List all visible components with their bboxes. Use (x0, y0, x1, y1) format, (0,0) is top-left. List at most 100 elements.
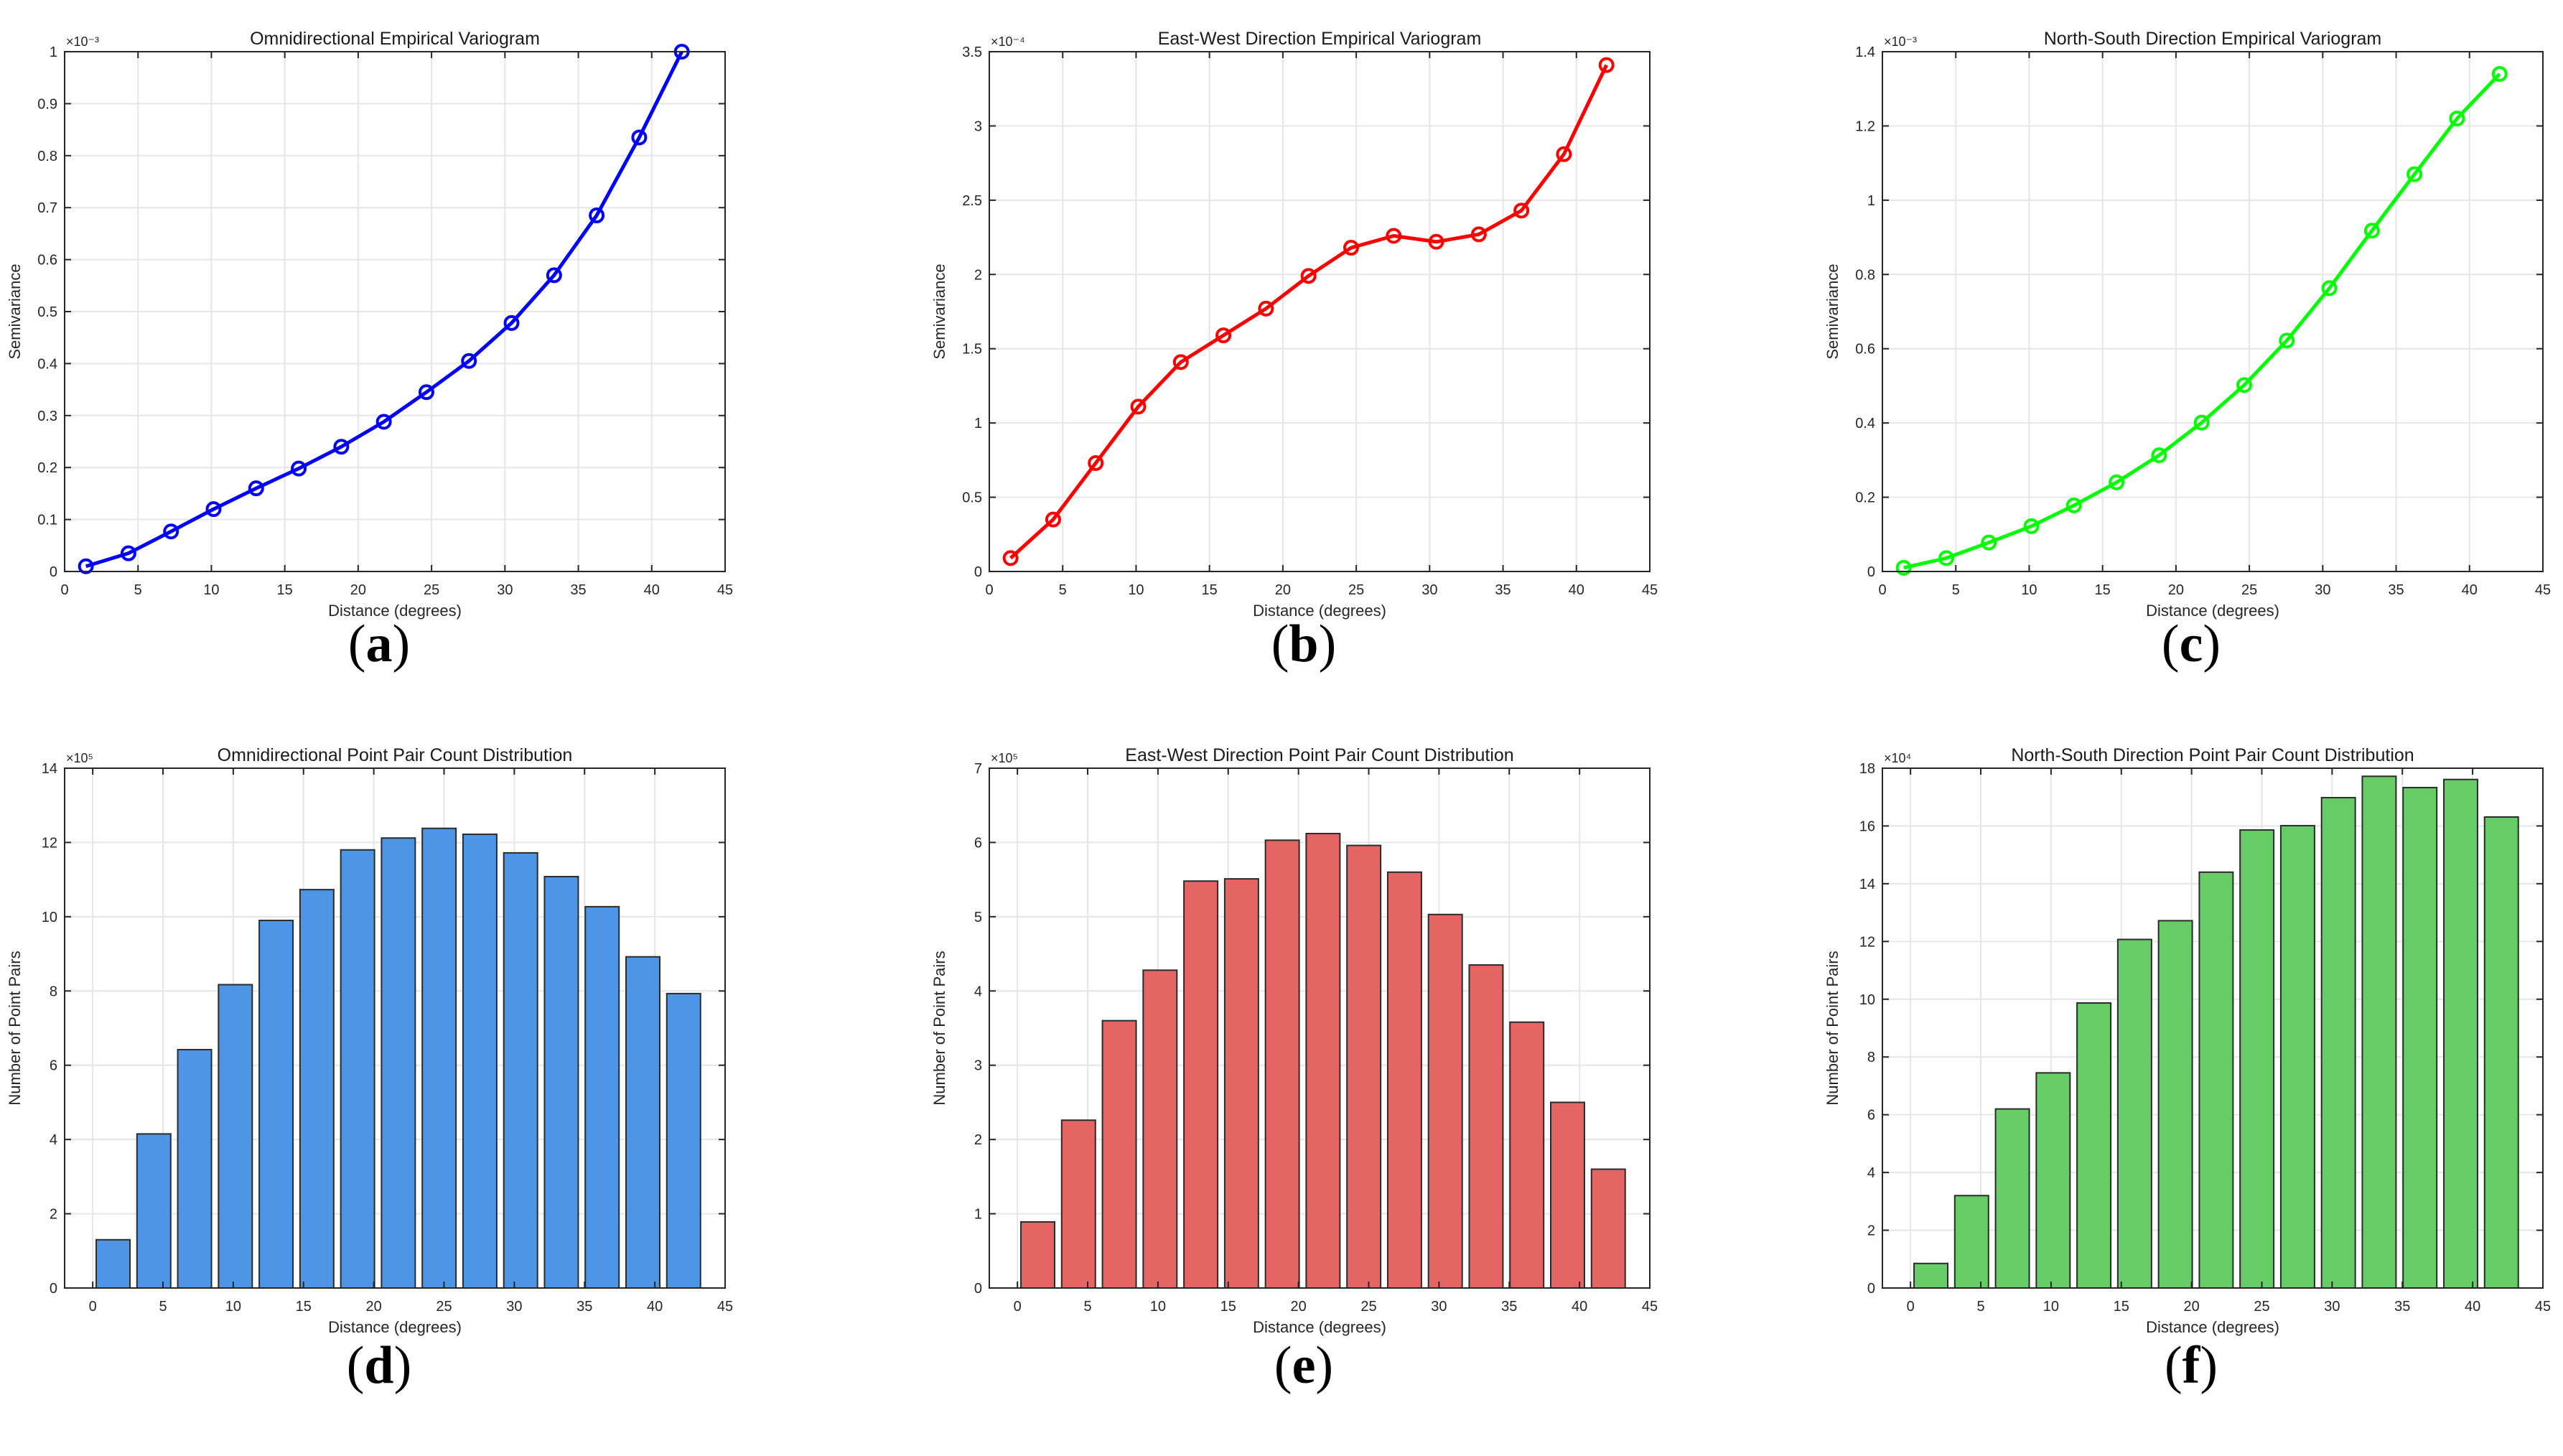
x-tick-label: 15 (1220, 1299, 1236, 1315)
y-tick-label: 5 (974, 910, 982, 925)
bar (1183, 880, 1219, 1289)
x-axis-label: Distance (degrees) (1253, 602, 1386, 620)
data-point (546, 267, 562, 284)
x-axis-label: Distance (degrees) (2146, 602, 2279, 620)
bar (543, 876, 579, 1289)
panel-label-a: (a) (307, 614, 451, 675)
panel-label-open-paren: ( (346, 1336, 365, 1395)
x-tick-label: 40 (2465, 1299, 2480, 1315)
x-tick-label: 10 (2021, 582, 2037, 598)
panel-label-close-paren: ) (1318, 615, 1337, 673)
y-tick-label: 2.5 (962, 193, 982, 209)
y-axis-label: Semivariance (6, 263, 24, 359)
data-point (1215, 327, 1232, 344)
x-axis-label: Distance (degrees) (1253, 1318, 1386, 1336)
x-tick-label: 15 (277, 582, 293, 598)
chart-title: East-West Direction Point Pair Count Dis… (1125, 745, 1513, 765)
panel-label-close-paren: ) (393, 1336, 412, 1395)
y-tick-label: 14 (42, 761, 57, 777)
y-tick-label: 3.5 (962, 45, 982, 60)
x-tick-label: 20 (366, 1299, 382, 1315)
chart-title: Omnidirectional Empirical Variogram (250, 29, 540, 49)
plot-area (1882, 52, 2543, 571)
x-tick-label: 25 (424, 582, 439, 598)
chart-panel-a: 0 5 10 15 20 25 30 35 40 45 0 0.1 0.2 0.3 0.4 0.5 0.6 0.7… (6, 29, 733, 620)
y-axis-label: Number of Point Pairs (6, 951, 24, 1105)
y-tick-label: 2 (974, 1132, 982, 1148)
bar (381, 837, 416, 1289)
x-tick-label: 10 (225, 1299, 241, 1315)
y-tick-label: 2 (974, 267, 982, 283)
series-line (1009, 64, 1608, 560)
bar (136, 1133, 172, 1289)
bar (1386, 871, 1422, 1289)
data-point (1981, 534, 1997, 551)
x-tick-label: 20 (2168, 582, 2184, 598)
y-tick-label: 3 (974, 118, 982, 134)
y-axis-label: Number of Point Pairs (930, 951, 948, 1105)
x-tick-label: 0 (89, 1299, 97, 1315)
axis-exponent: ×10⁻³ (1884, 34, 1917, 49)
bar (462, 834, 498, 1289)
y-tick-label: 0.5 (962, 490, 982, 506)
x-tick-label: 30 (2324, 1299, 2340, 1315)
data-point (1556, 146, 1572, 162)
data-point (333, 439, 350, 455)
y-tick-label: 6 (1867, 1108, 1875, 1124)
bar (584, 905, 620, 1289)
panel-label-close-paren: ) (2203, 615, 2221, 673)
x-tick-label: 25 (2241, 582, 2257, 598)
x-tick-label: 35 (576, 1299, 592, 1315)
chart-title: North-South Direction Empirical Variogra… (2044, 29, 2382, 49)
x-tick-label: 45 (717, 1299, 733, 1315)
bar (2116, 938, 2152, 1289)
bar (2279, 825, 2315, 1289)
data-point (1386, 228, 1402, 244)
data-point (1045, 511, 1061, 528)
x-tick-label: 45 (2535, 1299, 2551, 1315)
y-axis-label: Number of Point Pairs (1824, 951, 1841, 1105)
y-tick-label: 0.6 (37, 253, 57, 269)
bar (95, 1238, 131, 1289)
bar (2198, 871, 2234, 1289)
y-tick-label: 4 (974, 984, 982, 999)
bar (2035, 1072, 2071, 1289)
data-point (631, 129, 648, 146)
panel-label-close-paren: ) (392, 615, 411, 673)
bar (1509, 1021, 1545, 1289)
axes-box (989, 767, 1651, 1289)
bar (1913, 1262, 1949, 1289)
x-tick-label: 15 (2095, 582, 2111, 598)
y-tick-label: 0.8 (37, 149, 57, 164)
data-point (163, 523, 179, 540)
y-tick-label: 1.4 (1855, 45, 1875, 60)
bar (1953, 1195, 1989, 1289)
y-tick-label: 14 (1859, 877, 1875, 892)
bar (1305, 833, 1341, 1289)
data-point (1470, 226, 1487, 243)
panel-label-letter: a (365, 615, 393, 673)
y-tick-label: 0 (50, 1281, 57, 1297)
x-tick-label: 15 (2114, 1299, 2129, 1315)
data-point (375, 414, 392, 430)
y-tick-label: 0.6 (1855, 342, 1875, 358)
bar (2239, 829, 2275, 1289)
data-point (589, 207, 605, 224)
x-axis-label: Distance (degrees) (328, 602, 462, 620)
data-point (2023, 518, 2040, 534)
data-point (1258, 300, 1274, 317)
y-tick-label: 0.5 (37, 304, 57, 320)
y-tick-label: 12 (42, 835, 57, 851)
data-point (2321, 280, 2338, 297)
bar (1468, 964, 1504, 1289)
x-tick-label: 45 (1642, 1299, 1658, 1315)
bar (177, 1048, 213, 1289)
bar (258, 920, 294, 1289)
x-tick-label: 40 (1572, 1299, 1587, 1315)
data-point (418, 384, 434, 401)
data-point (1130, 398, 1147, 415)
x-tick-label: 35 (1495, 582, 1511, 598)
x-tick-label: 25 (1360, 1299, 1376, 1315)
data-point (2406, 166, 2423, 182)
